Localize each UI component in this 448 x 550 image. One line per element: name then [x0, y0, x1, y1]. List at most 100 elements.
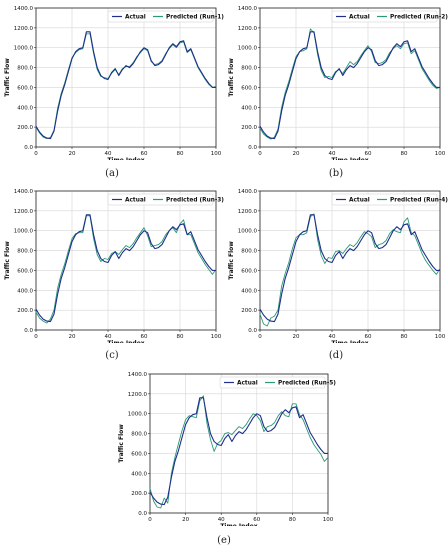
ytick-label: 1400.0 — [14, 189, 34, 195]
chart-b-svg: 0.0 200.0 400.0 600.0 800.0 1000.0 1200.0 1400.… — [228, 6, 448, 160]
ytick-label: 1200.0 — [238, 26, 258, 32]
x-axis-label: Time Index — [107, 340, 144, 343]
ytick-label: 400.0 — [241, 288, 257, 294]
caption-d: (d) — [328, 350, 344, 361]
ytick-label: 800.0 — [17, 249, 33, 255]
xtick-label: 0 — [258, 334, 262, 340]
xtick-label: 100 — [435, 334, 446, 340]
legend-label-actual: Actual — [349, 198, 370, 204]
chart-panel-b: 0.0 200.0 400.0 600.0 800.0 1000.0 1200.0 1400.… — [224, 0, 448, 183]
y-axis-label: Traffic Flow — [4, 58, 11, 97]
ytick-label: 800.0 — [131, 432, 147, 438]
series-line-predicted — [35, 215, 217, 324]
chart-panel-c: 0.0 200.0 400.0 600.0 800.0 1000.0 1200.0 1400.… — [0, 183, 224, 366]
xtick-label: 20 — [293, 151, 300, 157]
ytick-label: 600.0 — [17, 85, 33, 91]
series-line-predicted — [149, 395, 329, 509]
legend-label-predicted: Predicted (Run-3) — [166, 198, 224, 204]
ytick-label: 1400.0 — [238, 6, 258, 12]
legend-label-actual: Actual — [349, 15, 370, 21]
ytick-label: 1200.0 — [14, 26, 34, 32]
legend-label-predicted: Predicted (Run-5) — [278, 381, 336, 387]
series-line-actual — [259, 31, 440, 140]
legend-label-predicted: Predicted (Run-1) — [166, 15, 224, 21]
ytick-label: 0.0 — [248, 328, 257, 334]
series-line-predicted — [259, 213, 441, 327]
xtick-label: 20 — [182, 517, 189, 523]
ytick-label: 800.0 — [241, 249, 257, 255]
xtick-label: 20 — [69, 151, 76, 157]
xtick-label: 40 — [105, 334, 112, 340]
ytick-label: 0.0 — [138, 511, 147, 517]
ytick-label: 1200.0 — [14, 209, 34, 215]
series-line-actual — [149, 397, 328, 506]
caption-e: (e) — [217, 535, 231, 546]
xtick-label: 60 — [365, 334, 372, 340]
ytick-label: 1000.0 — [128, 412, 148, 418]
caption-a: (a) — [105, 168, 119, 179]
y-axis-label: Traffic Flow — [228, 241, 235, 280]
y-axis-label: Traffic Flow — [4, 241, 11, 280]
ytick-label: 800.0 — [17, 66, 33, 72]
ytick-label: 400.0 — [17, 105, 33, 111]
ytick-label: 1200.0 — [238, 209, 258, 215]
plot-frame — [35, 190, 217, 331]
legend-label-actual: Actual — [237, 381, 258, 387]
xtick-label: 40 — [329, 334, 336, 340]
series-line-predicted — [259, 28, 441, 140]
ytick-label: 600.0 — [241, 268, 257, 274]
legend-label-actual: Actual — [125, 15, 146, 21]
x-axis-label: Time Index — [331, 157, 368, 160]
ytick-label: 0.0 — [248, 145, 257, 151]
ytick-label: 1000.0 — [14, 229, 34, 235]
xtick-label: 60 — [253, 517, 260, 523]
x-axis-label: Time Index — [331, 340, 368, 343]
xtick-label: 60 — [365, 151, 372, 157]
xtick-label: 100 — [435, 151, 446, 157]
ytick-label: 1400.0 — [128, 372, 148, 378]
xtick-label: 40 — [105, 151, 112, 157]
y-axis-label: Traffic Flow — [228, 58, 235, 97]
chart-d-svg: 0.0 200.0 400.0 600.0 800.0 1000.0 1200.0 1400.… — [228, 189, 448, 343]
caption-b: (b) — [328, 168, 344, 179]
chart-panel-e: 0.0 200.0 400.0 600.0 800.0 1000.0 1200.0 1400.… — [112, 366, 336, 549]
y-axis-label: Traffic Flow — [118, 424, 125, 463]
xtick-label: 20 — [69, 334, 76, 340]
plot-frame — [259, 7, 441, 148]
ytick-label: 1000.0 — [238, 46, 258, 52]
ytick-label: 600.0 — [17, 268, 33, 274]
ytick-label: 1000.0 — [238, 229, 258, 235]
ytick-label: 0.0 — [24, 328, 33, 334]
ytick-label: 1000.0 — [14, 46, 34, 52]
plot-frame — [149, 373, 329, 514]
xtick-label: 80 — [401, 151, 408, 157]
xtick-label: 80 — [177, 334, 184, 340]
xtick-label: 100 — [211, 334, 222, 340]
chart-panel-d: 0.0 200.0 400.0 600.0 800.0 1000.0 1200.0 1400.… — [224, 183, 448, 366]
ytick-label: 200.0 — [131, 491, 147, 497]
ytick-label: 200.0 — [17, 125, 33, 131]
chart-e-svg: 0.0 200.0 400.0 600.0 800.0 1000.0 1200.0 1400.… — [118, 372, 336, 526]
xtick-label: 20 — [293, 334, 300, 340]
xtick-label: 60 — [141, 334, 148, 340]
xtick-label: 60 — [141, 151, 148, 157]
legend-label-predicted: Predicted (Run-4) — [390, 198, 448, 204]
ytick-label: 800.0 — [241, 66, 257, 72]
x-axis-label: Time Index — [220, 523, 257, 526]
ytick-label: 200.0 — [17, 308, 33, 314]
ytick-label: 400.0 — [241, 105, 257, 111]
ytick-label: 600.0 — [131, 451, 147, 457]
plot-frame — [259, 190, 441, 331]
ytick-label: 200.0 — [241, 125, 257, 131]
xtick-label: 40 — [218, 517, 225, 523]
xtick-label: 100 — [211, 151, 222, 157]
xtick-label: 80 — [177, 151, 184, 157]
xtick-label: 0 — [34, 151, 38, 157]
xtick-label: 0 — [258, 151, 262, 157]
x-axis-label: Time Index — [107, 157, 144, 160]
chart-a-svg: 0.0 200.0 400.0 600.0 800.0 1000.0 1200.0 1400.… — [4, 6, 224, 160]
chart-c-svg: 0.0 200.0 400.0 600.0 800.0 1000.0 1200.0 1400.… — [4, 189, 224, 343]
ytick-label: 200.0 — [241, 308, 257, 314]
ytick-label: 1400.0 — [238, 189, 258, 195]
